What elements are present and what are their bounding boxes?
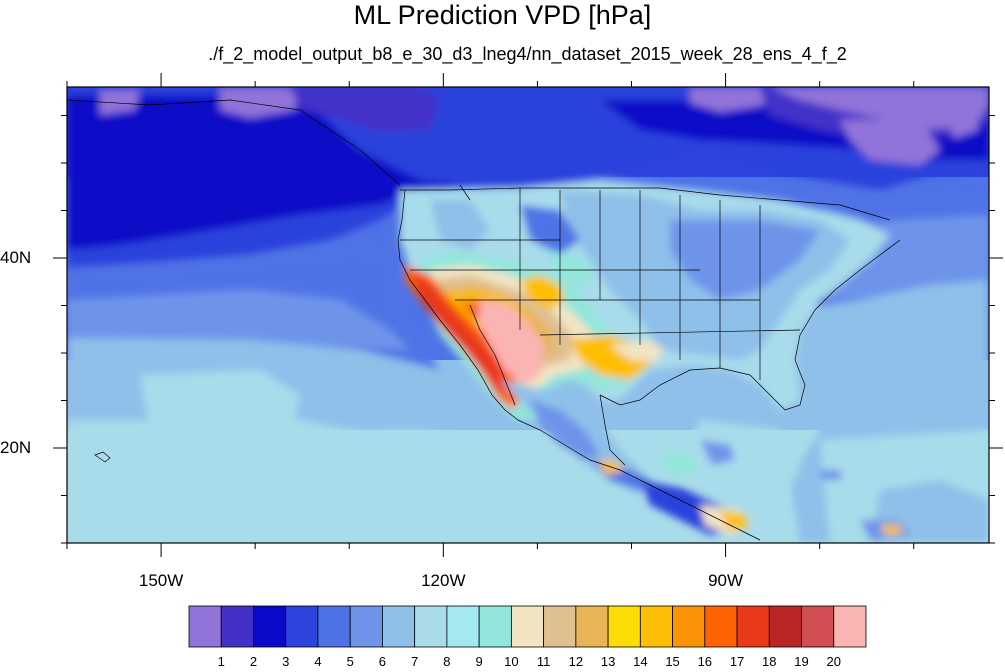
colorbar-box: [607, 605, 641, 648]
colorbar-label: 19: [794, 654, 809, 669]
colorbar-label: 1: [217, 654, 225, 669]
colorbar-label: 4: [314, 654, 322, 669]
colorbar-box: [188, 605, 222, 648]
colorbar-box: [543, 605, 577, 648]
colorbar-label: 20: [826, 654, 841, 669]
colorbar-box: [575, 605, 609, 648]
colorbar-label: 13: [600, 654, 616, 669]
colorbar-box: [704, 605, 738, 648]
colorbar-box: [768, 605, 802, 648]
colorbar-box: [414, 605, 448, 648]
colorbar-box: [253, 605, 287, 648]
colorbar-box: [639, 605, 673, 648]
colorbar-label: 6: [378, 654, 387, 669]
lon-label: 120W: [421, 571, 466, 590]
colorbar-label: 3: [282, 654, 290, 669]
colorbar: [188, 605, 867, 648]
lat-label: 40N: [0, 248, 32, 267]
colorbar-label: 2: [249, 654, 258, 669]
colorbar-label: 9: [475, 654, 483, 669]
colorbar-box: [220, 605, 254, 648]
colorbar-box: [510, 605, 545, 648]
colorbar-box: [349, 605, 383, 648]
colorbar-box: [317, 605, 351, 648]
colorbar-box: [446, 605, 480, 648]
colorbar-label: 8: [443, 654, 451, 669]
coastlines: [67, 99, 901, 541]
colorbar-label: 5: [346, 654, 354, 669]
colorbar-box: [285, 605, 319, 648]
colorbar-box: [736, 605, 770, 648]
colorbar-label: 14: [633, 654, 648, 669]
map-subtitle: ./f_2_model_output_b8_e_30_d3_lneg4/nn_d…: [208, 44, 847, 64]
colorbar-label: 10: [504, 654, 519, 669]
vpd-field: [67, 87, 989, 543]
colorbar-box: [833, 605, 867, 648]
colorbar-box: [478, 605, 512, 648]
axis-ticks: [53, 73, 1003, 557]
lon-label: 150W: [138, 571, 184, 590]
colorbar-label: 11: [536, 654, 551, 669]
colorbar-box: [672, 605, 706, 648]
colorbar-box: [801, 605, 835, 648]
colorbar-label: 17: [729, 654, 745, 669]
colorbar-box: [382, 605, 416, 648]
colorbar-label: 18: [762, 654, 777, 669]
colorbar-label: 16: [697, 654, 713, 669]
map-frame: [66, 86, 990, 544]
map-title: ML Prediction VPD [hPa]: [353, 0, 652, 30]
lon-label: 90W: [708, 571, 744, 590]
lat-label: 20N: [0, 438, 32, 457]
colorbar-label: 15: [665, 654, 680, 669]
colorbar-label: 12: [568, 654, 584, 669]
colorbar-label: 7: [411, 654, 419, 669]
